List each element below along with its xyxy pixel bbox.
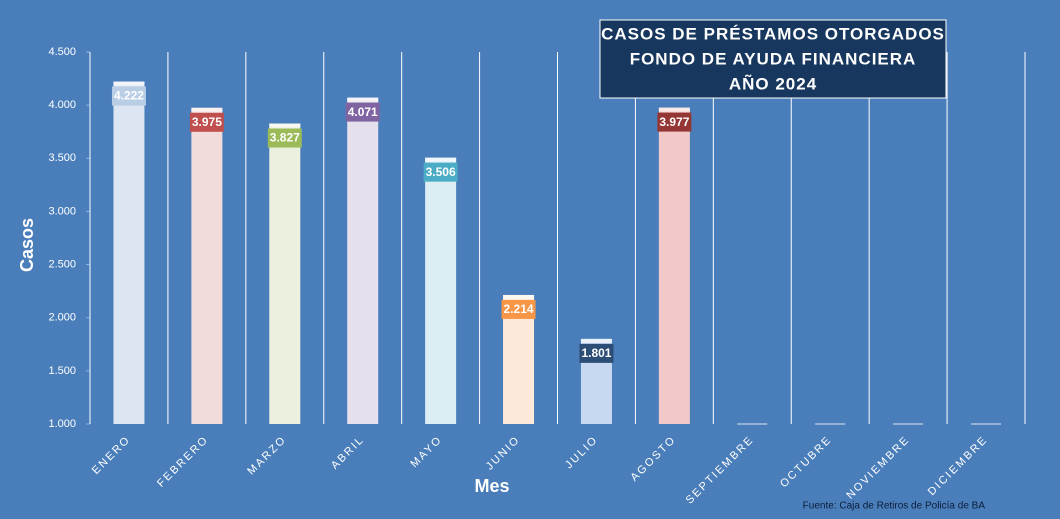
value-label: 3.827	[270, 131, 300, 145]
x-tick-label: JULIO	[563, 434, 601, 472]
value-label: 4.222	[114, 89, 144, 103]
x-tick-label: OCTUBRE	[778, 434, 834, 490]
value-label-box	[423, 162, 458, 182]
title-box	[599, 19, 947, 99]
x-tick-label: AGOSTO	[628, 434, 678, 484]
value-label: 1.801	[581, 346, 611, 360]
bar-cap	[191, 107, 223, 112]
x-tick-label: JUNIO	[484, 434, 523, 473]
y-tick-label: 2.500	[48, 258, 76, 270]
chart-title: AÑO 2024	[729, 73, 817, 93]
x-tick-label: MARZO	[245, 434, 289, 478]
y-tick-label: 1.000	[48, 418, 76, 430]
bar	[113, 81, 145, 425]
chart-title: CASOS DE PRÉSTAMOS OTORGADOS	[601, 24, 945, 43]
bar-cap	[113, 81, 145, 86]
value-label-box	[189, 112, 224, 132]
value-label-box	[267, 128, 302, 148]
value-label-box	[657, 112, 692, 132]
bar	[425, 157, 457, 424]
x-tick-label: ENERO	[90, 434, 133, 477]
bar-cap	[580, 338, 612, 343]
value-label-box	[579, 343, 614, 363]
x-tick-label: NOVIEMBRE	[844, 434, 912, 502]
bar-cap	[347, 97, 379, 102]
y-tick-label: 4.500	[48, 46, 76, 58]
x-tick-label: DICIEMBRE	[926, 434, 990, 498]
value-label-box	[501, 299, 536, 319]
bar	[269, 123, 301, 425]
source-note: Fuente: Caja de Retiros de Policía de BA	[803, 501, 986, 512]
x-tick-label: SEPTIEMBRE	[684, 434, 757, 507]
bar-cap	[503, 294, 535, 299]
x-tick-label: FEBRERO	[155, 434, 211, 490]
value-label: 4.071	[348, 105, 378, 119]
value-label-box	[345, 102, 380, 122]
bar	[347, 97, 379, 425]
y-tick-label: 3.000	[48, 205, 76, 217]
y-axis-label: Casos	[17, 218, 37, 272]
bar	[658, 107, 690, 424]
x-axis-label: Mes	[474, 476, 509, 496]
value-label: 3.975	[192, 115, 222, 129]
bar-cap	[425, 157, 457, 162]
value-label: 3.977	[659, 115, 689, 129]
bar-cap	[658, 107, 690, 112]
value-label-box	[111, 86, 146, 106]
value-label: 3.506	[426, 165, 456, 179]
bar-cap	[269, 123, 301, 128]
y-tick-label: 2.000	[48, 312, 76, 324]
x-tick-label: ABRIL	[329, 434, 367, 472]
x-tick-label: MAYO	[408, 434, 444, 470]
value-label: 2.214	[504, 302, 534, 316]
y-tick-label: 3.500	[48, 152, 76, 164]
y-tick-label: 1.500	[48, 365, 76, 377]
chart-title: FONDO DE AYUDA FINANCIERA	[630, 49, 917, 68]
y-tick-label: 4.000	[48, 99, 76, 111]
bar	[191, 107, 223, 425]
